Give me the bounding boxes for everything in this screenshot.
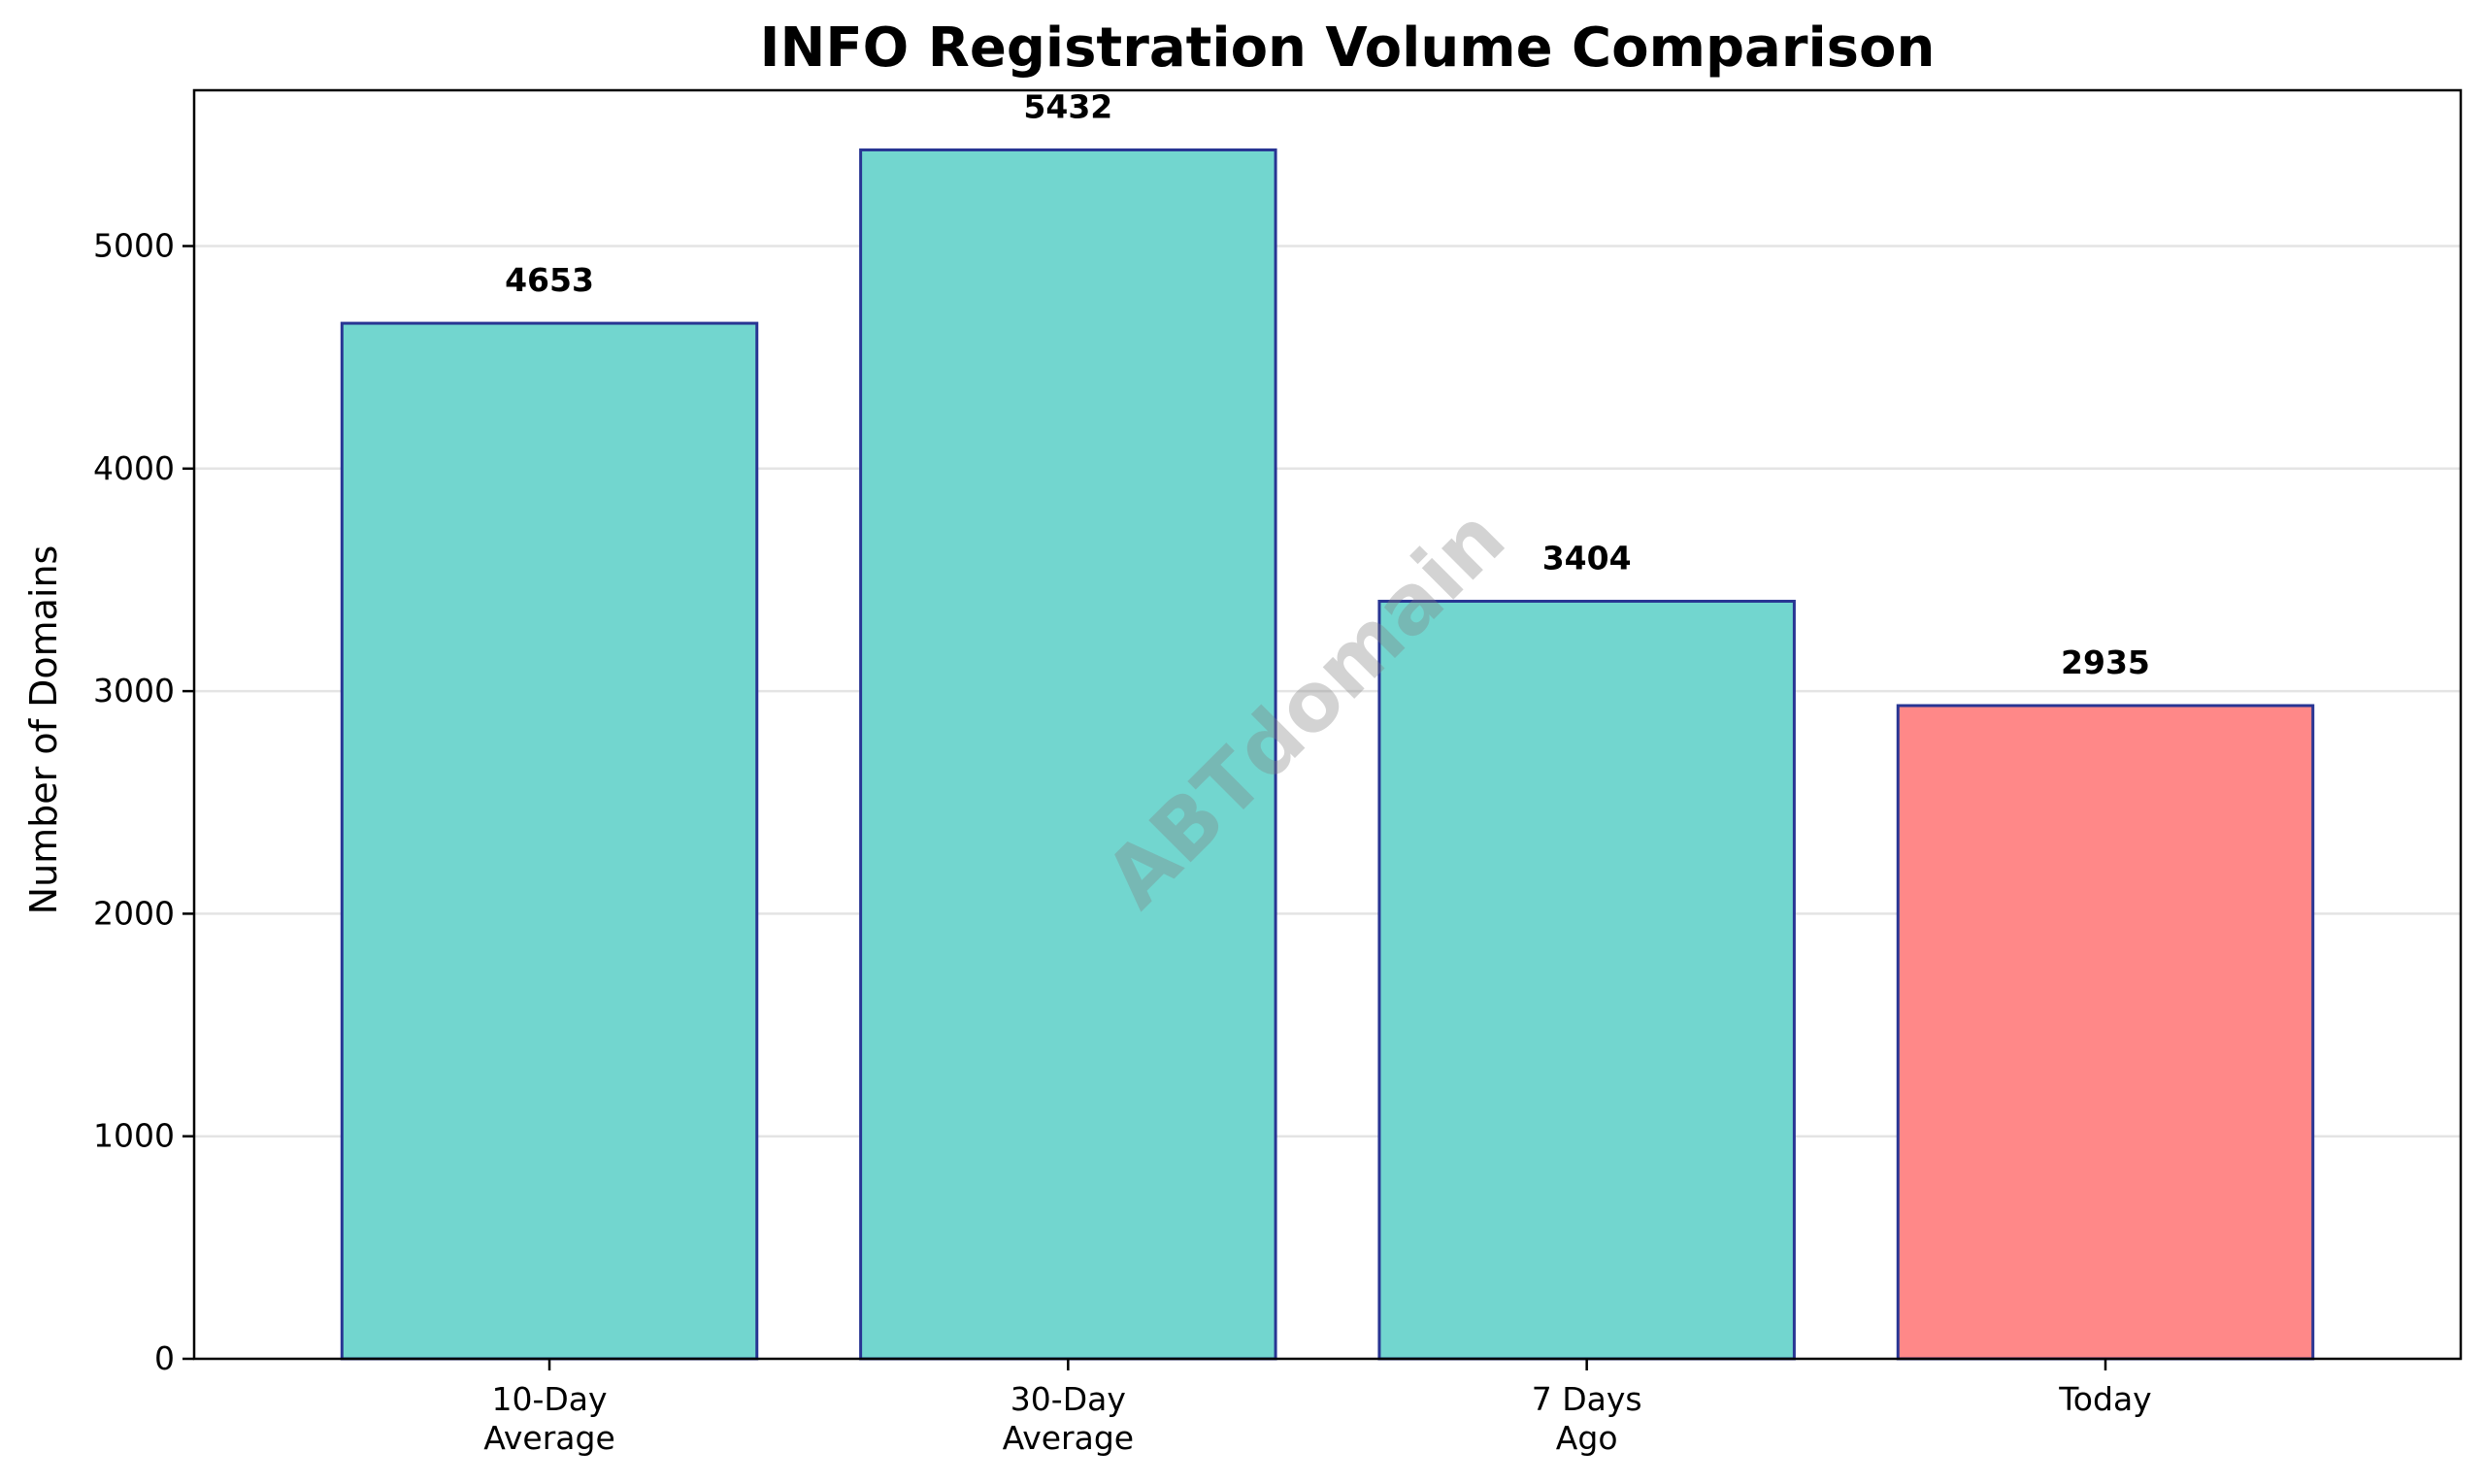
y-tick-label-5000: 5000 xyxy=(93,227,175,265)
x-tick-label-0: 10-Day Average xyxy=(483,1380,615,1457)
y-tick-label-3000: 3000 xyxy=(93,672,175,709)
x-tick-label-1: 30-Day Average xyxy=(1003,1380,1135,1457)
y-tick-label-0: 0 xyxy=(154,1339,175,1377)
bar-2 xyxy=(1377,599,1796,1361)
y-tick-label-1000: 1000 xyxy=(93,1117,175,1155)
value-label-3: 2935 xyxy=(2061,643,2150,681)
x-axis-ticks: 10-Day Average 30-Day Average 7 Days Ago Today xyxy=(483,1359,2152,1457)
bar-1 xyxy=(859,148,1277,1361)
value-labels: 4653 5432 3404 2935 xyxy=(505,87,2150,681)
plot-frame xyxy=(192,88,2463,1361)
value-label-0: 4653 xyxy=(505,261,594,299)
bar-0 xyxy=(340,321,759,1361)
bar-3 xyxy=(1896,704,2315,1361)
chart-title: INFO Registration Volume Comparison xyxy=(760,16,1936,80)
y-axis-label: Number of Domains xyxy=(22,545,65,915)
x-tick-label-3: Today xyxy=(2058,1380,2151,1418)
y-tick-label-4000: 4000 xyxy=(93,449,175,487)
value-label-1: 5432 xyxy=(1023,87,1112,125)
value-label-2: 3404 xyxy=(1542,539,1632,577)
bars xyxy=(340,148,2315,1361)
axes xyxy=(192,88,2463,1361)
x-tick-label-2: 7 Days Ago xyxy=(1532,1380,1642,1457)
y-axis-ticks: 0 1000 2000 3000 4000 5000 xyxy=(93,227,194,1377)
y-tick-label-2000: 2000 xyxy=(93,894,175,932)
